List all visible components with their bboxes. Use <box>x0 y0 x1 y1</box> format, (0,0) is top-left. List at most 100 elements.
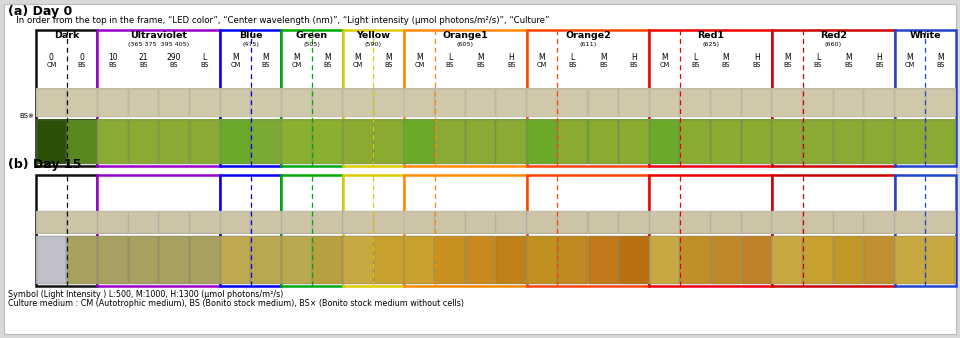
Bar <box>496 120 526 164</box>
Bar <box>252 89 281 117</box>
Text: BS: BS <box>630 62 638 68</box>
Text: L: L <box>570 53 575 62</box>
Text: L: L <box>816 53 820 62</box>
Text: BS: BS <box>139 62 148 68</box>
Bar <box>281 211 343 234</box>
Bar <box>496 236 526 284</box>
Bar <box>527 119 649 164</box>
Bar <box>772 236 895 284</box>
Bar <box>159 89 189 117</box>
Bar <box>97 236 220 284</box>
Bar <box>466 89 495 117</box>
Bar <box>435 120 465 164</box>
Text: (a) Day 0: (a) Day 0 <box>8 5 72 18</box>
Bar <box>834 120 863 164</box>
Bar <box>773 120 803 164</box>
Bar <box>558 120 588 164</box>
Bar <box>681 211 710 233</box>
Bar <box>711 89 741 117</box>
Text: BS: BS <box>507 62 516 68</box>
Bar <box>649 89 772 117</box>
Bar <box>773 89 803 117</box>
Text: 290: 290 <box>167 53 181 62</box>
Bar <box>895 89 924 117</box>
Text: BS: BS <box>936 62 945 68</box>
Bar <box>681 120 710 164</box>
Bar <box>435 236 465 284</box>
Text: L: L <box>693 53 698 62</box>
Text: M: M <box>232 53 239 62</box>
Text: Red2: Red2 <box>820 31 847 40</box>
Bar <box>649 119 772 164</box>
Bar <box>650 211 680 233</box>
Text: H: H <box>631 53 636 62</box>
Text: In order from the top in the frame, “LED color”, “Center wavelength (nm)”, “Ligh: In order from the top in the frame, “LED… <box>8 16 549 25</box>
Text: Blue: Blue <box>239 31 262 40</box>
Bar <box>221 236 251 284</box>
Bar <box>252 211 281 233</box>
Bar <box>36 236 66 284</box>
Bar <box>895 236 956 284</box>
Bar <box>681 236 710 284</box>
Text: M: M <box>324 53 330 62</box>
Bar <box>67 211 97 233</box>
Text: BS: BS <box>814 62 823 68</box>
Text: M: M <box>539 53 545 62</box>
Bar <box>404 119 527 164</box>
Bar <box>36 236 97 284</box>
Bar <box>772 89 895 117</box>
Bar <box>98 211 128 233</box>
Bar <box>343 175 404 286</box>
Bar <box>97 30 220 166</box>
Text: M: M <box>661 53 668 62</box>
Bar <box>313 89 342 117</box>
Bar <box>190 211 220 233</box>
Bar <box>834 89 863 117</box>
Bar <box>313 120 342 164</box>
Text: M: M <box>723 53 730 62</box>
Bar <box>772 175 895 286</box>
Bar <box>220 119 281 164</box>
Text: BS: BS <box>201 62 209 68</box>
Bar <box>925 89 955 117</box>
Bar <box>36 30 97 166</box>
Bar <box>527 211 557 233</box>
Text: BS: BS <box>722 62 731 68</box>
Text: Symbol (Light Intensity ) L:500, M:1000, H:1300 (μmol photons/m²/s): Symbol (Light Intensity ) L:500, M:1000,… <box>8 290 283 299</box>
Bar <box>36 211 97 234</box>
Bar <box>221 211 251 233</box>
Bar <box>404 89 527 117</box>
Bar <box>220 89 281 117</box>
Text: BS※: BS※ <box>19 113 34 119</box>
Bar <box>129 120 158 164</box>
Bar <box>190 120 220 164</box>
Bar <box>373 211 403 233</box>
Text: CM: CM <box>353 62 363 68</box>
Text: BS: BS <box>384 62 393 68</box>
Bar <box>129 236 158 284</box>
Text: BS: BS <box>324 62 331 68</box>
Bar <box>67 89 97 117</box>
Text: BS: BS <box>691 62 700 68</box>
Bar <box>527 175 649 286</box>
Text: 0: 0 <box>49 53 54 62</box>
Bar <box>435 211 465 233</box>
Bar <box>343 236 404 284</box>
Bar <box>281 119 343 164</box>
Text: M: M <box>846 53 852 62</box>
Bar <box>281 236 343 284</box>
Bar <box>313 236 342 284</box>
Text: BS: BS <box>876 62 883 68</box>
Bar <box>98 236 128 284</box>
Bar <box>220 211 281 234</box>
Bar <box>772 211 895 234</box>
Bar <box>343 236 372 284</box>
Bar <box>343 89 404 117</box>
Bar <box>36 175 97 286</box>
Bar <box>588 236 618 284</box>
Bar <box>895 120 924 164</box>
Bar <box>282 236 311 284</box>
Text: L: L <box>448 53 452 62</box>
Bar <box>773 211 803 233</box>
Bar <box>36 120 66 164</box>
